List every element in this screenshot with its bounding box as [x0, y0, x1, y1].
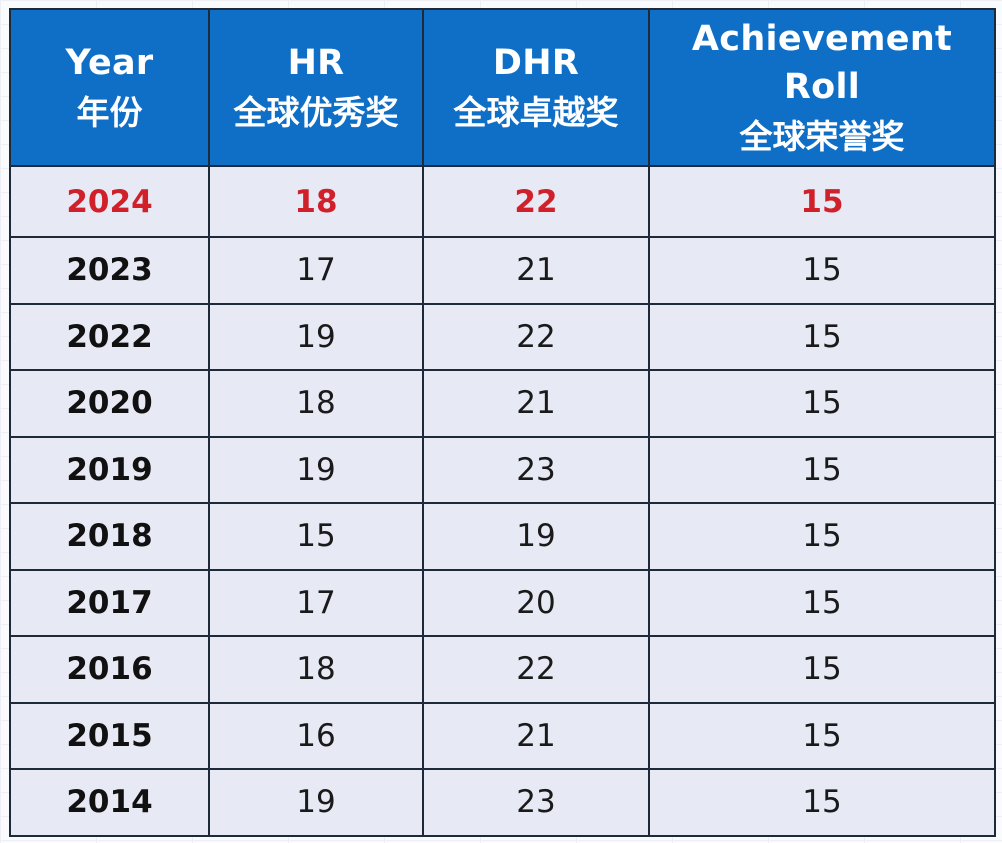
year-cell: 2015 — [9, 701, 210, 770]
header-dhr-en: DHR — [492, 42, 580, 83]
hr-cell: 17 — [208, 568, 424, 637]
year-cell: 2019 — [9, 435, 210, 504]
dhr-cell: 20 — [422, 568, 650, 637]
dhr-cell: 22 — [422, 302, 650, 371]
dhr-cell: 21 — [422, 701, 650, 770]
table-row: 2015 16 21 15 — [9, 701, 996, 770]
table-row: 2014 19 23 15 — [9, 768, 996, 837]
hr-cell: 19 — [208, 435, 424, 504]
header-hr-en: HR — [287, 42, 345, 83]
table-row: 2020 18 21 15 — [9, 369, 996, 438]
dhr-cell: 22 — [422, 635, 650, 704]
hr-cell: 19 — [208, 768, 424, 837]
header-row: Year 年份 HR 全球优秀奖 DHR 全球卓越奖 Achievement R… — [9, 8, 996, 167]
achievement-cell: 15 — [648, 302, 996, 371]
hr-cell: 15 — [208, 502, 424, 571]
table-row: 2017 17 20 15 — [9, 568, 996, 637]
year-cell: 2020 — [9, 369, 210, 438]
achievement-cell: 15 — [648, 165, 996, 238]
dhr-cell: 19 — [422, 502, 650, 571]
table-body: 2024 18 22 15 2023 17 21 15 2022 19 22 15 2020 18 21 15… — [9, 165, 996, 837]
header-hr-zh: 全球优秀奖 — [233, 92, 399, 132]
header-year-zh: 年份 — [76, 92, 143, 132]
dhr-cell: 23 — [422, 768, 650, 837]
dhr-cell: 21 — [422, 369, 650, 438]
year-cell: 2024 — [9, 165, 210, 238]
dhr-cell: 21 — [422, 236, 650, 305]
achievement-cell: 15 — [648, 502, 996, 571]
year-cell: 2014 — [9, 768, 210, 837]
dhr-cell: 22 — [422, 165, 650, 238]
achievement-cell: 15 — [648, 701, 996, 770]
table-row: 2016 18 22 15 — [9, 635, 996, 704]
header-dhr: DHR 全球卓越奖 — [422, 8, 650, 167]
header-achievement-en: Achievement Roll — [691, 18, 953, 107]
achievement-cell: 15 — [648, 768, 996, 837]
table-header: Year 年份 HR 全球优秀奖 DHR 全球卓越奖 Achievement R… — [9, 8, 996, 167]
year-cell: 2017 — [9, 568, 210, 637]
table-row: 2023 17 21 15 — [9, 236, 996, 305]
hr-cell: 17 — [208, 236, 424, 305]
achievement-cell: 15 — [648, 369, 996, 438]
header-achievement: Achievement Roll 全球荣誉奖 — [648, 8, 996, 167]
header-year-en: Year — [65, 42, 154, 83]
header-year: Year 年份 — [9, 8, 210, 167]
year-cell: 2016 — [9, 635, 210, 704]
year-cell: 2018 — [9, 502, 210, 571]
table-row: 2019 19 23 15 — [9, 435, 996, 504]
awards-table: Year 年份 HR 全球优秀奖 DHR 全球卓越奖 Achievement R… — [9, 8, 996, 837]
table-row: 2018 15 19 15 — [9, 502, 996, 571]
hr-cell: 16 — [208, 701, 424, 770]
year-cell: 2022 — [9, 302, 210, 371]
achievement-cell: 15 — [648, 236, 996, 305]
dhr-cell: 23 — [422, 435, 650, 504]
table-row: 2024 18 22 15 — [9, 165, 996, 238]
achievement-cell: 15 — [648, 568, 996, 637]
header-dhr-zh: 全球卓越奖 — [453, 92, 619, 132]
hr-cell: 18 — [208, 635, 424, 704]
header-hr: HR 全球优秀奖 — [208, 8, 424, 167]
hr-cell: 18 — [208, 369, 424, 438]
year-cell: 2023 — [9, 236, 210, 305]
achievement-cell: 15 — [648, 435, 996, 504]
hr-cell: 18 — [208, 165, 424, 238]
header-achievement-zh: 全球荣誉奖 — [739, 116, 905, 156]
table-row: 2022 19 22 15 — [9, 302, 996, 371]
hr-cell: 19 — [208, 302, 424, 371]
achievement-cell: 15 — [648, 635, 996, 704]
